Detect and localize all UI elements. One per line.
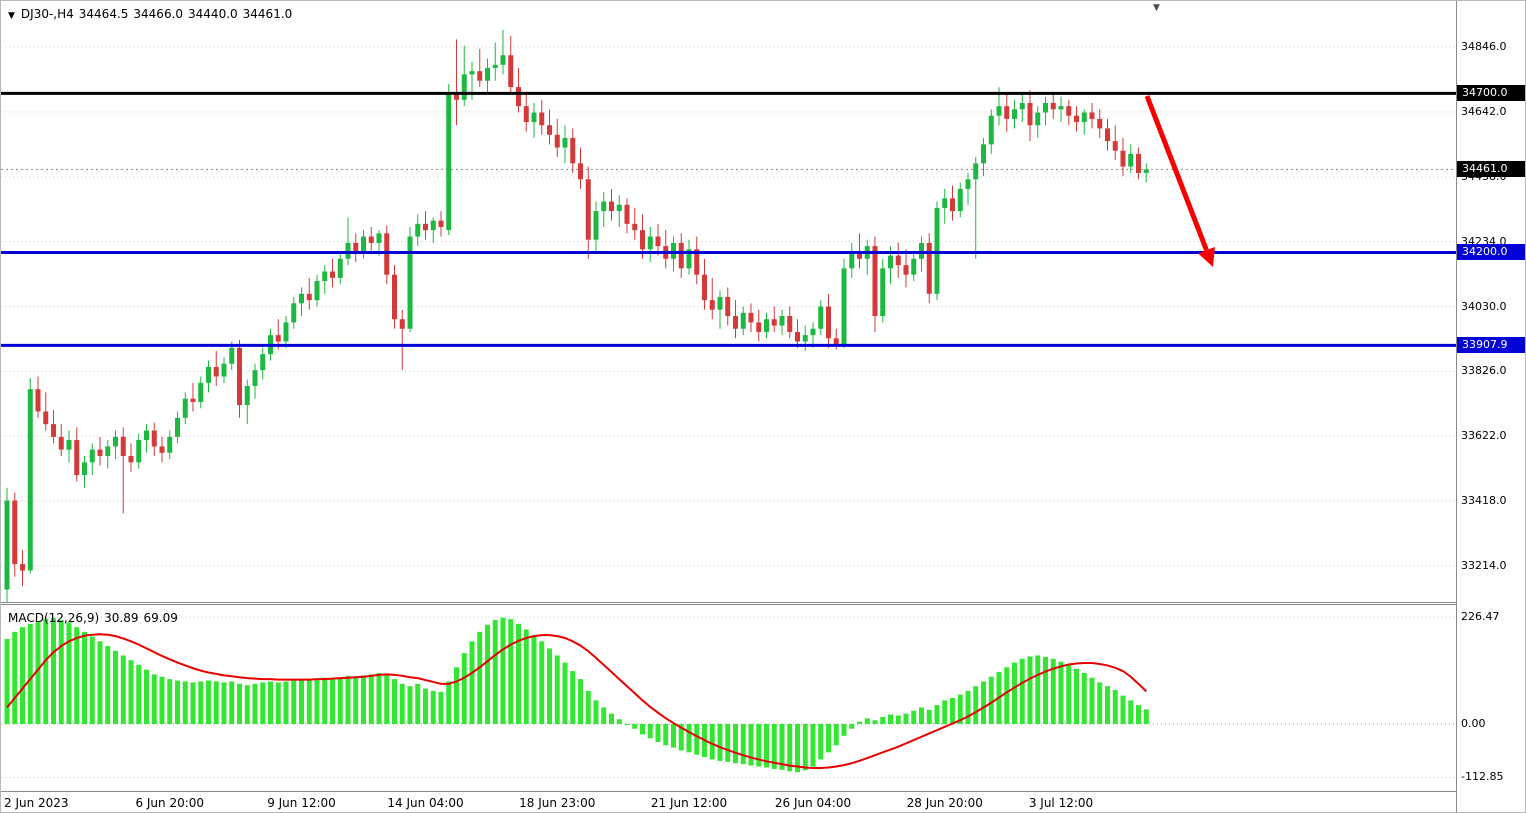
macd-indicator-label: MACD(12,26,9) 30.89 69.09 (8, 611, 183, 625)
price-axis-label: 33418.0 (1461, 494, 1507, 508)
time-axis-label: 2 Jun 2023 (4, 796, 69, 810)
price-axis-label: 34846.0 (1461, 40, 1507, 53)
macd-chart[interactable] (1, 605, 1456, 791)
close-value: 34461.0 (242, 7, 293, 21)
time-axis[interactable]: 2 Jun 2023 6 Jun 20:00 9 Jun 12:00 14 Jun 0… (1, 791, 1456, 812)
scroll-to-end-icon[interactable]: ▼ (1153, 3, 1160, 13)
axis-divider (1456, 1, 1457, 812)
level-price-tag: 33907.9 (1457, 337, 1525, 354)
macd-axis-label: -112.85 (1461, 770, 1504, 784)
time-axis-label: 3 Jul 12:00 (1028, 796, 1094, 810)
level-price-tag: 34700.0 (1457, 85, 1525, 102)
macd-value: 30.89 (104, 611, 139, 625)
time-axis-label: 18 Jun 23:00 (519, 796, 596, 810)
macd-histogram (4, 617, 1149, 773)
price-axis-label: 34030.0 (1461, 299, 1507, 313)
time-axis-label: 21 Jun 12:00 (650, 796, 728, 810)
price-axis-label: 34234.0 (1461, 234, 1507, 248)
symbol-info: ▼ DJ30-,H4 34464.5 34466.0 34440.0 34461.0 (8, 7, 297, 21)
macd-axis-label: 0.00 (1461, 717, 1486, 730)
macd-signal-value: 69.09 (143, 611, 178, 625)
price-chart[interactable] (1, 1, 1456, 602)
open-value: 34464.5 (78, 7, 129, 21)
time-axis-label: 6 Jun 20:00 (135, 796, 205, 810)
price-axis-label: 33214.0 (1461, 559, 1507, 572)
macd-gridlines (1, 616, 1456, 778)
panel-divider[interactable] (1, 602, 1525, 605)
time-axis-label: 28 Jun 20:00 (906, 796, 983, 810)
time-axis-label: 14 Jun 04:00 (387, 796, 464, 810)
symbol-period-label: DJ30-,H4 (20, 7, 74, 21)
price-axis-label: 33826.0 (1461, 364, 1507, 378)
low-value: 34440.0 (188, 7, 238, 21)
price-gridlines (1, 46, 1456, 567)
macd-signal-line (6, 633, 1147, 769)
candles (4, 29, 1149, 602)
macd-axis-label: 226.47 (1461, 610, 1500, 623)
level-price-tag: 34200.0 (1457, 244, 1525, 261)
trend-arrow-annotation[interactable] (1144, 95, 1215, 267)
high-value: 34466.0 (133, 7, 184, 21)
macd-name: MACD(12,26,9) (8, 611, 100, 625)
expand-symbol-icon[interactable]: ▼ (8, 11, 15, 21)
time-axis-label: 26 Jun 04:00 (774, 796, 852, 810)
time-axis-label: 9 Jun 12:00 (267, 796, 336, 810)
price-axis-label: 34642.0 (1461, 104, 1507, 118)
price-axis[interactable]: 34846.034642.034438.034234.034030.033826… (1457, 1, 1525, 812)
price-axis-label: 33622.0 (1461, 429, 1507, 443)
current-price-tag: 34461.0 (1457, 161, 1525, 178)
